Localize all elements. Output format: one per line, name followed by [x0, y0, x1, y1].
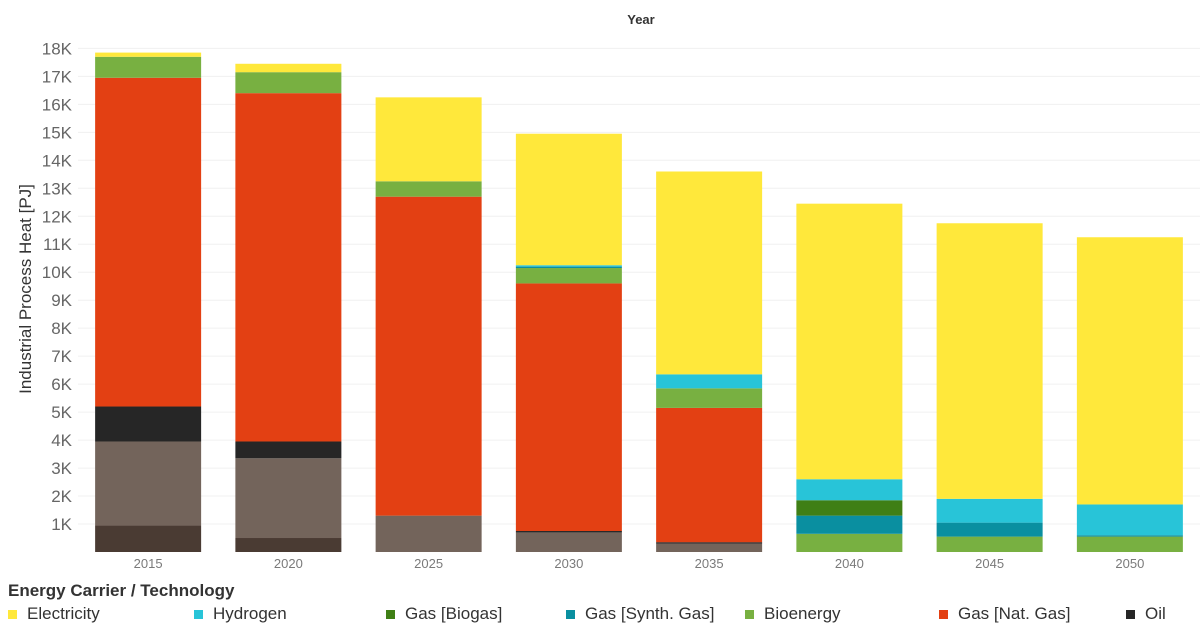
bar-segment-biogas-2040 [796, 500, 903, 516]
bar-segment-bioenergy-2025 [375, 181, 482, 197]
x-tick-label: 2020 [274, 556, 303, 571]
legend-swatch [566, 609, 575, 619]
y-tick-label: 4K [51, 431, 72, 450]
bar-segment-hydrogen-2050 [1076, 504, 1183, 536]
bar-segment-electricity-2040 [796, 203, 903, 480]
bar-segment-bioenergy-2035 [656, 388, 763, 408]
legend-label: Gas [Biogas] [405, 604, 503, 623]
legend-swatch [939, 609, 948, 619]
legend-swatch [745, 609, 754, 619]
x-tick-label: 2025 [414, 556, 443, 571]
bar-segment-bioenergy-2050 [1076, 536, 1183, 552]
bar-segment-bioenergy-2020 [235, 72, 342, 94]
bar-segment-coal-2015 [95, 525, 202, 552]
y-axis-title: Industrial Process Heat [PJ] [16, 184, 35, 394]
y-tick-label: 9K [51, 291, 72, 310]
bar-segment-natgas-2035 [656, 407, 763, 543]
bar-segment-synthgas-2040 [796, 515, 903, 534]
y-tick-label: 16K [42, 95, 73, 114]
bar-segment-other-2015 [95, 441, 202, 526]
bar-segment-natgas-2015 [95, 77, 202, 407]
x-tick-label: 2050 [1115, 556, 1144, 571]
legend-swatch [194, 609, 203, 619]
legend-item-bioenergy[interactable]: Bioenergy [745, 604, 841, 624]
y-tick-label: 11K [43, 235, 73, 254]
bar-segment-synthgas-2050 [1076, 535, 1183, 537]
bar-segment-electricity-2035 [656, 171, 763, 375]
bar-segment-natgas-2030 [515, 283, 622, 532]
y-tick-label: 17K [42, 67, 73, 86]
legend-label: Oil [1145, 604, 1166, 623]
bar-segment-electricity-2045 [936, 223, 1043, 499]
y-tick-label: 10K [42, 263, 73, 282]
x-tick-label: 2035 [695, 556, 724, 571]
bar-segment-other-2030 [515, 532, 622, 552]
bar-segment-natgas-2020 [235, 93, 342, 442]
bar-segment-synthgas-2045 [936, 522, 1043, 537]
chart-title: Year [627, 12, 654, 27]
x-tick-label: 2030 [554, 556, 583, 571]
bar-segment-hydrogen-2040 [796, 479, 903, 501]
bar-segment-hydrogen-2045 [936, 498, 1043, 523]
legend-item-biogas[interactable]: Gas [Biogas] [386, 604, 502, 624]
legend: Electricity Hydrogen Gas [Biogas] Gas [Synt… [8, 604, 1203, 626]
y-tick-label: 3K [51, 459, 72, 478]
bar-segment-other-2035 [656, 543, 763, 552]
legend-swatch [8, 609, 17, 619]
bar-segment-hydrogen-2030 [515, 265, 622, 267]
bars [95, 52, 1183, 552]
bar-segment-bioenergy-2030 [515, 268, 622, 284]
legend-label: Hydrogen [213, 604, 287, 623]
bar-segment-oil-2035 [656, 542, 763, 544]
stacked-bar-chart: Year Industrial Process Heat [PJ] 1K 2K 3K… [16, 12, 1200, 571]
bar-segment-electricity-2030 [515, 133, 622, 266]
bar-segment-natgas-2025 [375, 196, 482, 516]
y-tick-label: 2K [51, 487, 72, 506]
y-tick-label: 5K [51, 403, 72, 422]
bar-segment-hydrogen-2035 [656, 374, 763, 389]
bar-segment-oil-2020 [235, 441, 342, 459]
bar-segment-electricity-2020 [235, 63, 342, 73]
y-tick-label: 15K [42, 123, 73, 142]
x-tick-label: 2045 [975, 556, 1004, 571]
bar-segment-electricity-2025 [375, 97, 482, 182]
legend-label: Gas [Nat. Gas] [958, 604, 1071, 623]
legend-item-natgas[interactable]: Gas [Nat. Gas] [939, 604, 1070, 624]
y-tick-label: 13K [42, 179, 73, 198]
legend-label: Gas [Synth. Gas] [585, 604, 715, 623]
y-axis-ticks: 1K 2K 3K 4K 5K 6K 7K 8K 9K 10K 11K 12K 13K 14K 15K 16K 1… [42, 39, 73, 534]
y-tick-label: 18K [42, 39, 73, 58]
legend-label: Bioenergy [764, 604, 841, 623]
x-axis-ticks: 2015 2020 2025 2030 2035 2040 2045 2050 [134, 556, 1145, 571]
bar-segment-electricity-2015 [95, 52, 202, 57]
legend-item-electricity[interactable]: Electricity [8, 604, 100, 624]
y-tick-label: 14K [42, 151, 73, 170]
legend-swatch [1126, 609, 1135, 619]
bar-segment-bioenergy-2015 [95, 56, 202, 78]
y-tick-label: 8K [51, 319, 72, 338]
y-tick-label: 6K [51, 375, 72, 394]
bar-segment-bioenergy-2045 [936, 536, 1043, 552]
bar-segment-other-2025 [375, 515, 482, 552]
x-tick-label: 2040 [835, 556, 864, 571]
bar-segment-synthgas-2030 [515, 266, 622, 269]
legend-title: Energy Carrier / Technology [8, 581, 235, 600]
bar-segment-coal-2020 [235, 538, 342, 552]
y-tick-label: 12K [42, 207, 73, 226]
bar-segment-oil-2015 [95, 406, 202, 442]
bar-segment-bioenergy-2040 [796, 533, 903, 552]
legend-item-synthgas[interactable]: Gas [Synth. Gas] [566, 604, 714, 624]
y-tick-label: 1K [51, 515, 72, 534]
bar-segment-other-2020 [235, 458, 342, 539]
y-tick-label: 7K [51, 347, 72, 366]
legend-swatch [386, 609, 395, 619]
legend-item-oil[interactable]: Oil [1126, 604, 1166, 624]
bar-segment-oil-2030 [515, 531, 622, 533]
legend-label: Electricity [27, 604, 100, 623]
bar-segment-electricity-2050 [1076, 237, 1183, 505]
legend-item-hydrogen[interactable]: Hydrogen [194, 604, 287, 624]
x-tick-label: 2015 [134, 556, 163, 571]
